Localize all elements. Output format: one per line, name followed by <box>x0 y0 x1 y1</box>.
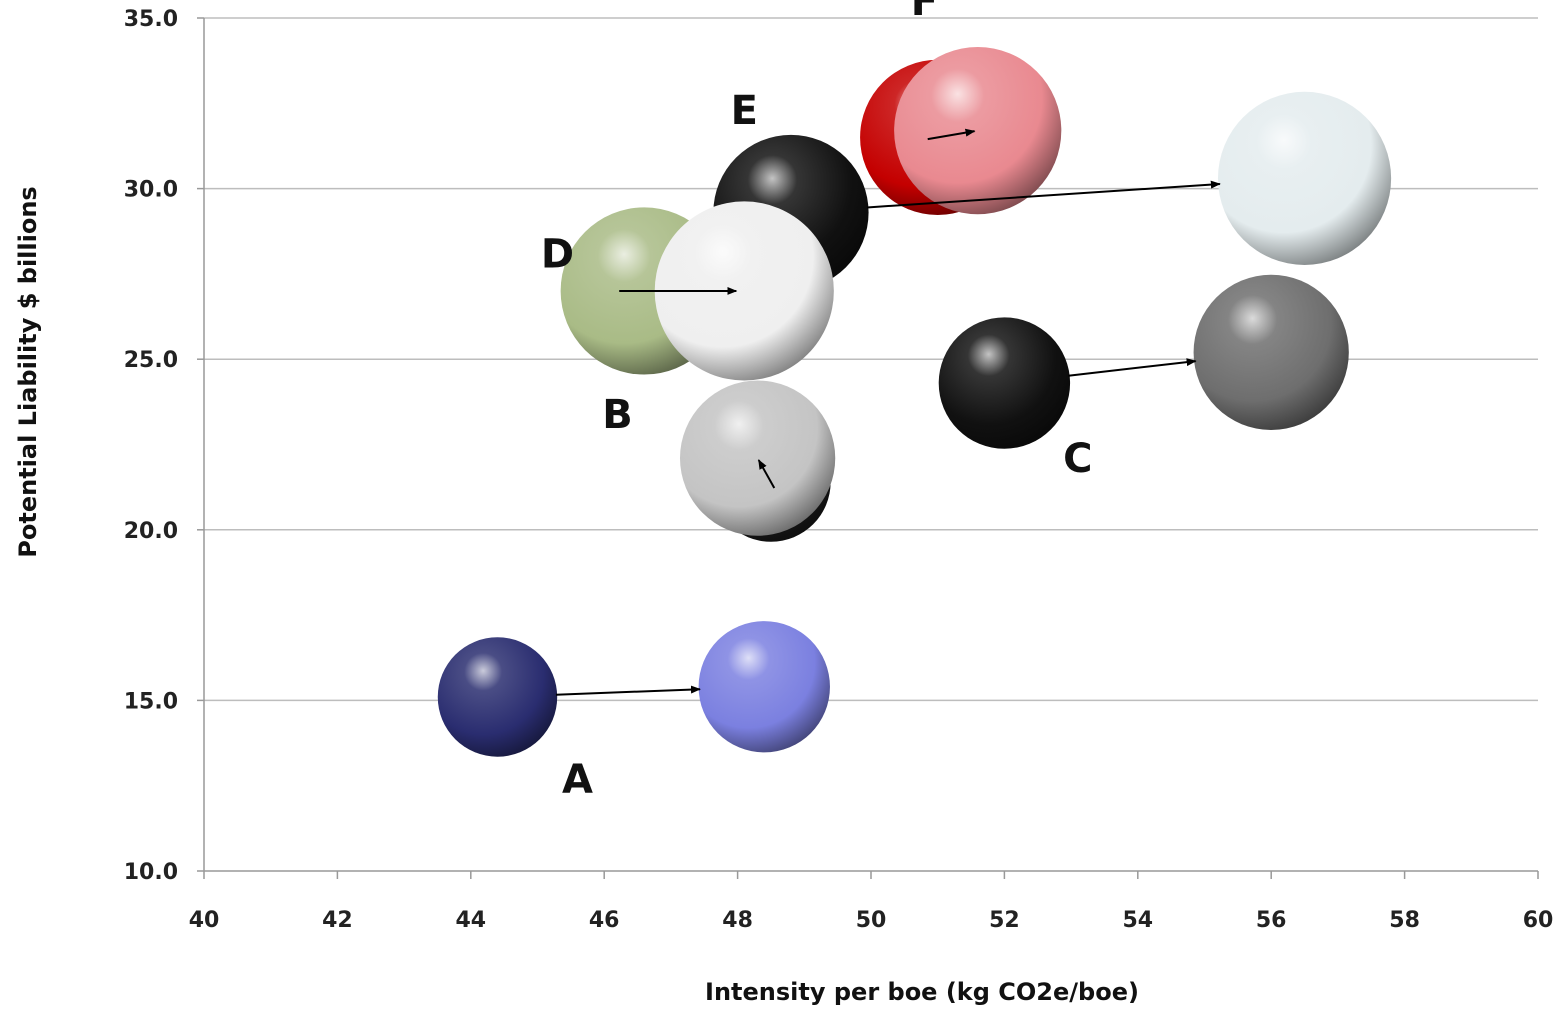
x-tick-label: 52 <box>989 908 1020 933</box>
point-label-c: C <box>1063 436 1092 482</box>
bubble-e-after <box>1217 91 1392 265</box>
bubble-a-before <box>437 637 558 757</box>
axes: 10.0 15.0 20.0 25.0 30.0 35.0 40 42 44 46 48 50 52 54… <box>124 7 1554 933</box>
bubble-b-after <box>679 380 836 536</box>
point-label-a: A <box>562 757 593 803</box>
y-tick-label: 30.0 <box>124 178 178 203</box>
y-axis-title: Potential Liability $ billions <box>14 186 42 557</box>
bubble-f-after <box>894 47 1062 215</box>
y-tick-label: 25.0 <box>124 348 178 373</box>
point-label-f: F <box>911 0 938 25</box>
x-tick-label: 60 <box>1523 908 1554 933</box>
x-tick-label: 42 <box>322 908 353 933</box>
point-labels: A B C D E F <box>541 0 1093 803</box>
x-tick-label: 58 <box>1389 908 1420 933</box>
x-tick-label: 50 <box>856 908 887 933</box>
x-tick-label: 54 <box>1122 908 1153 933</box>
point-label-b: B <box>602 392 633 438</box>
bubbles <box>437 47 1392 757</box>
x-tick-label: 48 <box>722 908 753 933</box>
arrow-a <box>555 685 701 696</box>
arrow-e <box>866 180 1221 209</box>
point-label-e: E <box>731 88 758 134</box>
arrow-c <box>1068 358 1197 377</box>
x-tick-label: 40 <box>189 908 220 933</box>
x-tick-label: 44 <box>455 908 486 933</box>
x-tick-label: 46 <box>589 908 620 933</box>
arrow-b <box>757 459 776 489</box>
bubble-a-after <box>698 621 830 753</box>
arrows <box>555 128 1221 696</box>
y-tick-label: 15.0 <box>124 689 178 714</box>
bubble-d-after <box>654 201 834 381</box>
x-tick-label: 56 <box>1256 908 1287 933</box>
point-label-d: D <box>541 231 574 277</box>
y-tick-label: 10.0 <box>124 860 178 885</box>
bubble-c-after <box>1193 274 1349 430</box>
y-tick-label: 35.0 <box>124 7 178 32</box>
y-tick-label: 20.0 <box>124 519 178 544</box>
bubble-c-before <box>938 317 1071 449</box>
arrow-f <box>927 128 976 141</box>
x-axis-title: Intensity per boe (kg CO2e/boe) <box>705 978 1139 1006</box>
